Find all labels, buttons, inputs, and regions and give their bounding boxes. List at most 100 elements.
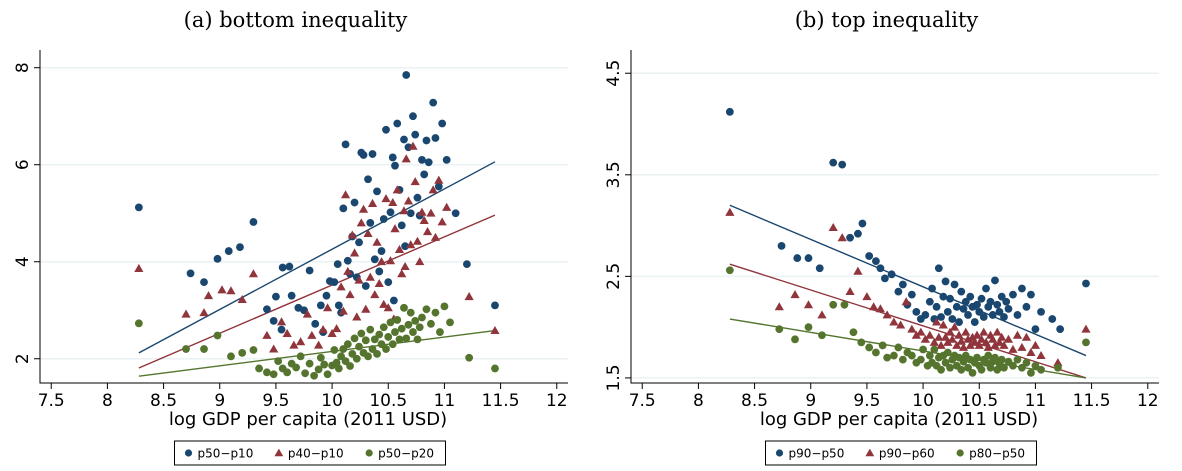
data-point-circle xyxy=(404,320,413,329)
data-point-triangle xyxy=(383,303,393,312)
data-point-triangle xyxy=(1021,332,1032,341)
data-point-circle xyxy=(278,263,287,272)
data-point-circle xyxy=(966,292,975,301)
data-point-triangle xyxy=(970,337,980,346)
data-point-triangle xyxy=(226,286,236,295)
data-point-circle xyxy=(975,308,984,316)
data-point-circle xyxy=(366,219,375,227)
data-point-circle xyxy=(1018,284,1026,293)
data-point-triangle xyxy=(367,198,378,207)
data-point-triangle xyxy=(1026,347,1036,356)
data-point-circle xyxy=(865,252,874,260)
data-point-circle xyxy=(361,282,370,290)
data-point-circle xyxy=(316,353,325,362)
data-point-circle xyxy=(977,294,986,303)
data-point-circle xyxy=(364,352,372,361)
data-point-triangle xyxy=(361,304,371,313)
data-point-triangle xyxy=(442,202,452,211)
data-point-triangle xyxy=(199,308,209,317)
data-point-triangle xyxy=(938,320,948,329)
data-point-circle xyxy=(898,280,907,289)
data-point-triangle xyxy=(412,236,423,245)
data-point-circle xyxy=(400,303,408,312)
data-point-triangle xyxy=(999,340,1009,349)
data-point-circle xyxy=(377,247,386,255)
data-point-triangle xyxy=(437,217,447,226)
data-point-circle xyxy=(314,365,323,374)
data-point-circle xyxy=(815,264,824,273)
data-point-circle xyxy=(391,328,399,336)
data-point-triangle xyxy=(302,309,312,318)
x-tick-label: 8 xyxy=(693,391,704,411)
data-point-circle xyxy=(898,355,907,364)
x-axis-label: log GDP per capita (2011 USD) xyxy=(760,409,1038,430)
data-point-circle xyxy=(964,363,972,372)
data-point-triangle xyxy=(983,342,993,351)
data-point-circle xyxy=(804,323,813,332)
data-point-circle xyxy=(409,328,417,336)
legend-marker-triangle xyxy=(274,448,284,457)
legend-marker-circle xyxy=(365,449,373,457)
data-point-circle xyxy=(912,308,921,316)
x-tick-label: 8.5 xyxy=(741,391,768,411)
data-point-triangle xyxy=(837,233,847,242)
data-point-circle xyxy=(382,345,390,353)
data-point-circle xyxy=(320,360,329,369)
data-point-circle xyxy=(952,302,961,311)
data-point-circle xyxy=(442,155,451,164)
data-point-circle xyxy=(213,254,222,263)
data-point-circle xyxy=(970,318,979,326)
data-point-circle xyxy=(236,243,244,252)
data-point-circle xyxy=(393,119,402,128)
legend-box xyxy=(174,440,446,466)
data-point-triangle xyxy=(1003,334,1014,343)
x-tick-label: 8 xyxy=(102,391,113,411)
data-point-triangle xyxy=(276,317,287,326)
data-point-circle xyxy=(894,287,903,296)
data-point-circle xyxy=(389,296,398,305)
data-point-circle xyxy=(829,300,838,309)
x-tick-label: 12 xyxy=(546,391,568,411)
data-point-circle xyxy=(1037,365,1045,374)
data-point-triangle xyxy=(374,278,384,288)
data-point-triangle xyxy=(972,330,982,339)
data-point-circle xyxy=(269,317,278,325)
data-point-circle xyxy=(1022,358,1031,367)
data-point-circle xyxy=(955,318,963,326)
data-point-circle xyxy=(249,218,258,226)
data-point-circle xyxy=(364,175,372,184)
data-point-circle xyxy=(379,215,388,223)
data-point-triangle xyxy=(356,218,366,227)
data-point-triangle xyxy=(322,303,333,312)
data-point-circle xyxy=(391,161,399,170)
data-point-circle xyxy=(977,365,986,374)
legend-label: p80−p50 xyxy=(969,447,1025,461)
data-point-circle xyxy=(406,308,415,317)
data-point-circle xyxy=(311,319,320,328)
data-point-circle xyxy=(388,340,397,349)
data-point-triangle xyxy=(725,207,735,216)
data-point-circle xyxy=(937,365,945,374)
data-point-triangle xyxy=(417,207,427,216)
data-point-triangle xyxy=(318,325,328,334)
data-point-circle xyxy=(422,305,431,314)
data-point-triangle xyxy=(430,232,441,241)
data-point-circle xyxy=(200,278,208,287)
data-point-circle xyxy=(413,193,422,202)
data-point-circle xyxy=(991,276,999,285)
data-point-circle xyxy=(876,264,885,273)
data-point-circle xyxy=(200,345,208,353)
data-point-circle xyxy=(359,151,368,159)
data-point-circle xyxy=(988,311,997,319)
data-point-triangle xyxy=(134,263,144,272)
data-point-triangle xyxy=(1017,342,1027,351)
data-point-circle xyxy=(322,291,331,300)
data-point-circle xyxy=(305,266,314,275)
data-point-triangle xyxy=(1081,324,1091,333)
data-point-circle xyxy=(379,323,388,332)
data-point-circle xyxy=(959,357,968,366)
data-point-circle xyxy=(446,318,454,327)
x-tick-label: 10.5 xyxy=(960,391,998,411)
data-point-circle xyxy=(339,204,348,213)
data-point-circle xyxy=(982,358,990,367)
